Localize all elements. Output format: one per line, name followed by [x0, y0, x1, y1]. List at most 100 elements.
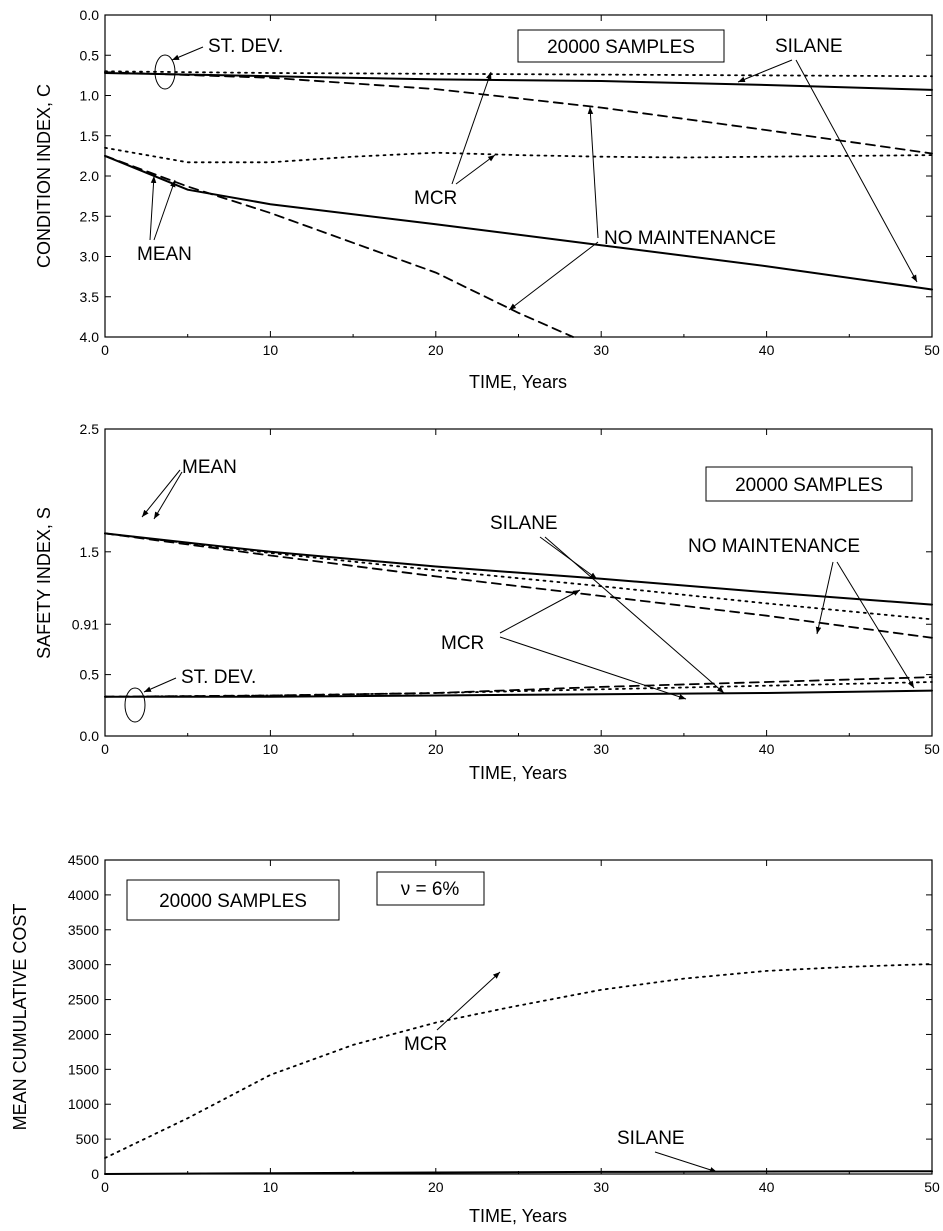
y-tick-label: 0.0: [80, 7, 100, 23]
condition-index-chart: 0 10 20 30 40 50 0.00.51.01.52.02.53.03.54.0 …: [34, 7, 940, 392]
silane-arrow-1: [737, 59, 793, 83]
x-tick-label: 50: [924, 741, 940, 757]
st-dev-ellipse: [154, 54, 176, 90]
series-line-solid: [104, 154, 933, 291]
series-lines: [104, 963, 933, 1175]
x-axis-title: TIME, Years: [469, 372, 567, 392]
series-line-dotted: [104, 532, 933, 621]
series-line-dashed: [104, 532, 933, 639]
mcr-annotation: MCR: [441, 633, 484, 654]
st-dev-annotation: ST. DEV.: [208, 36, 283, 57]
samples-label: 20000 SAMPLES: [735, 475, 883, 496]
samples-label: 20000 SAMPLES: [547, 37, 695, 58]
silane-annotation: SILANE: [617, 1128, 685, 1149]
st-dev-annotation: ST. DEV.: [181, 667, 256, 688]
discount-rate-box: [376, 871, 485, 906]
x-axis-title: TIME, Years: [469, 763, 567, 783]
y-tick-label: 3.5: [80, 289, 100, 305]
x-tick-label: 50: [924, 342, 940, 358]
x-tick-label: 10: [263, 741, 279, 757]
series-line-dotted: [104, 70, 933, 78]
y-tick-label: 0.0: [80, 728, 100, 744]
series-line-dotted: [104, 681, 933, 698]
y-tick-labels: 0.0 0.5 1.0 1.5 2.0 2.5 3.0 3.5 4.0: [80, 7, 932, 345]
y-axis-title: CONDITION INDEX, C: [34, 84, 54, 268]
x-tick-label: 10: [263, 342, 279, 358]
x-tick-labels: 0 10 20 30 40 50: [101, 15, 940, 358]
mean-arrow-1: [141, 469, 181, 518]
series-line-dashed: [104, 154, 574, 338]
silane-annotation: SILANE: [490, 513, 558, 534]
x-tick-label: 40: [759, 1179, 775, 1195]
safety-index-chart: 0 10 20 30 40 50 0.0 0.5 0.91 1.5 2.5 TIME, Years…: [34, 421, 940, 783]
y-tick-label: 0.91: [72, 616, 99, 632]
y-tick-labels: 0 500 1000 1500 2000 2500 3000 3500 4000 4500: [68, 852, 932, 1182]
x-tick-label: 30: [593, 741, 609, 757]
mean-cumulative-cost-chart: 0 10 20 30 40 50 0 500 1000 1500 2000 2500 3000 3500…: [10, 852, 940, 1226]
samples-box: [705, 466, 913, 502]
no-maintenance-annotation: NO MAINTENANCE: [688, 536, 860, 557]
series-line-solid: [104, 1170, 933, 1175]
x-tick-label: 30: [593, 1179, 609, 1195]
x-tick-label: 50: [924, 1179, 940, 1195]
y-tick-label: 1500: [68, 1061, 99, 1077]
st-dev-arrow: [143, 677, 177, 693]
mcr-annotation: MCR: [414, 188, 457, 209]
y-tick-label: 3.0: [80, 249, 100, 265]
silane-arrow-2: [795, 59, 918, 283]
no-maintenance-arrow-1: [587, 106, 599, 239]
mcr-arrow-2: [499, 636, 687, 700]
mcr-arrow-1: [451, 71, 492, 185]
y-tick-label: 4000: [68, 887, 99, 903]
mcr-arrow: [436, 971, 501, 1031]
y-tick-label: 1.0: [80, 88, 100, 104]
y-axis-title: MEAN CUMULATIVE COST: [10, 904, 30, 1131]
series-line-dashed: [104, 676, 933, 698]
y-tick-label: 500: [76, 1131, 100, 1147]
st-dev-arrow: [171, 46, 204, 61]
silane-annotation: SILANE: [775, 36, 843, 57]
y-tick-labels: 0.0 0.5 0.91 1.5 2.5: [72, 421, 932, 744]
silane-arrow: [654, 1151, 718, 1173]
y-tick-label: 2.5: [80, 421, 100, 437]
y-tick-label: 3500: [68, 922, 99, 938]
samples-box: [126, 879, 340, 921]
y-tick-label: 3000: [68, 957, 99, 973]
series-line-dashed: [104, 71, 933, 155]
y-tick-label: 2500: [68, 992, 99, 1008]
y-tick-label: 1000: [68, 1096, 99, 1112]
x-tick-label: 30: [593, 342, 609, 358]
y-tick-label: 2.5: [80, 208, 100, 224]
mean-arrow-2: [153, 471, 183, 520]
y-tick-label: 1.5: [80, 544, 100, 560]
x-tick-label: 0: [101, 741, 109, 757]
x-tick-label: 40: [759, 741, 775, 757]
no-maintenance-annotation: NO MAINTENANCE: [604, 228, 776, 249]
y-tick-label: 0: [91, 1166, 99, 1182]
samples-box: [517, 29, 725, 63]
discount-rate-label: ν = 6%: [401, 879, 460, 900]
mean-annotation: MEAN: [182, 457, 237, 478]
y-axis-title: SAFETY INDEX, S: [34, 507, 54, 659]
mean-arrow-2: [153, 179, 176, 241]
x-tick-label: 20: [428, 1179, 444, 1195]
series-line-solid: [104, 689, 933, 698]
samples-label: 20000 SAMPLES: [159, 891, 307, 912]
mcr-arrow-2: [455, 154, 496, 185]
x-tick-label: 20: [428, 741, 444, 757]
series-line-solid: [104, 72, 933, 91]
x-tick-label: 0: [101, 1179, 109, 1195]
series-line-dotted: [104, 146, 933, 164]
no-maintenance-arrow-2: [508, 241, 599, 311]
mcr-annotation: MCR: [404, 1034, 447, 1055]
x-tick-label: 40: [759, 342, 775, 358]
y-tick-label: 1.5: [80, 128, 100, 144]
series-lines: [104, 532, 933, 698]
x-tick-labels: 0 10 20 30 40 50: [101, 429, 940, 757]
st-dev-ellipse: [124, 687, 146, 723]
y-tick-label: 4500: [68, 852, 99, 868]
y-tick-label: 0.5: [80, 667, 100, 683]
no-maintenance-arrow-2: [836, 561, 915, 689]
x-axis-title: TIME, Years: [469, 1206, 567, 1226]
